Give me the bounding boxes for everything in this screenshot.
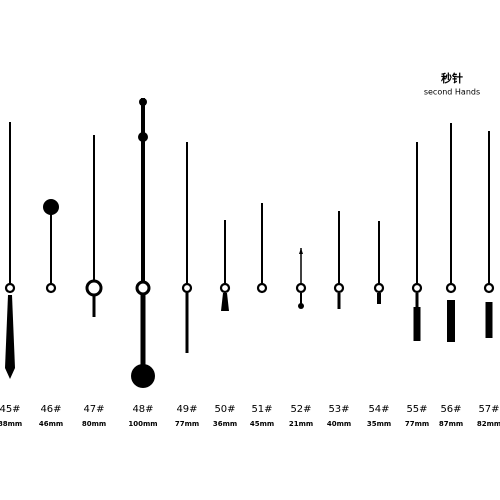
- hand-label: 45#: [0, 404, 21, 415]
- hand-pivot: [445, 282, 457, 294]
- hand-shaft: [261, 203, 263, 288]
- hand-size: 82mm: [477, 420, 500, 428]
- hand-tail: [5, 295, 15, 379]
- hand-label: 51#: [251, 404, 272, 415]
- hand-label: 57#: [478, 404, 499, 415]
- second-hand: [373, 221, 385, 304]
- hand-shaft: [300, 248, 302, 288]
- hand-tail: [140, 295, 146, 367]
- second-hand: [43, 199, 59, 294]
- second-hand: [4, 122, 16, 379]
- hand-size: 21mm: [289, 420, 313, 428]
- hand-tail: [413, 307, 421, 341]
- hand-tail: [377, 293, 381, 304]
- hand-shaft: [93, 135, 95, 288]
- hand-tail: [485, 302, 493, 338]
- hand-tail: [185, 292, 189, 353]
- second-hand: [333, 211, 345, 309]
- second-hand: [256, 203, 268, 294]
- hand-label: 52#: [290, 404, 311, 415]
- hand-shaft: [378, 221, 380, 288]
- hand-tail: [298, 303, 304, 309]
- hands: 45# 88mm 46# 46mm 47# 80mm 48# 100mm 49# 77mm 50# 3…: [0, 98, 500, 428]
- hand-size: 100mm: [128, 420, 157, 428]
- hand-label: 46#: [40, 404, 61, 415]
- hand-tail: [221, 293, 229, 311]
- hand-size: 77mm: [405, 420, 429, 428]
- hand-knob: [139, 98, 147, 106]
- second-hand: [411, 142, 423, 341]
- hand-label: 50#: [214, 404, 235, 415]
- hand-label: 54#: [368, 404, 389, 415]
- hand-size: 80mm: [82, 420, 106, 428]
- hand-pivot: [219, 282, 231, 294]
- hand-size: 40mm: [327, 420, 351, 428]
- second-hand: [295, 248, 307, 309]
- hand-shaft: [9, 122, 11, 288]
- hand-shaft: [186, 142, 188, 288]
- hand-size: 45mm: [250, 420, 274, 428]
- second-hand: [131, 98, 155, 388]
- hand-tail: [131, 364, 155, 388]
- hand-counterweight: [43, 199, 59, 215]
- hand-shaft: [141, 98, 145, 288]
- hand-pivot: [256, 282, 268, 294]
- second-hand: [445, 123, 457, 342]
- hand-tail: [415, 293, 419, 308]
- hand-shaft: [338, 211, 340, 288]
- hand-pivot: [295, 282, 307, 294]
- title: 秒针: [441, 71, 463, 85]
- hand-pivot: [45, 282, 57, 294]
- hand-label: 53#: [328, 404, 349, 415]
- hand-size: 77mm: [175, 420, 199, 428]
- hand-label: 48#: [132, 404, 153, 415]
- hand-shaft: [224, 220, 226, 288]
- hand-tip: [299, 248, 303, 254]
- hand-pivot: [4, 282, 16, 294]
- second-hand: [85, 135, 103, 317]
- hand-label: 47#: [83, 404, 104, 415]
- second-hand: [181, 142, 193, 353]
- hand-pivot: [333, 282, 345, 294]
- hand-label: 56#: [440, 404, 461, 415]
- hand-pivot: [483, 282, 495, 294]
- hand-tail: [300, 293, 302, 305]
- hand-shaft: [416, 142, 418, 288]
- second-hand: [483, 131, 495, 338]
- hand-size: 46mm: [39, 420, 63, 428]
- hand-size: 88mm: [0, 420, 22, 428]
- second-hand: [219, 220, 231, 311]
- hand-tail: [92, 295, 96, 317]
- hand-size: 36mm: [213, 420, 237, 428]
- hand-size: 35mm: [367, 420, 391, 428]
- hand-knob: [138, 132, 148, 142]
- hand-label: 49#: [176, 404, 197, 415]
- hand-pivot: [135, 280, 151, 296]
- hand-size: 87mm: [439, 420, 463, 428]
- hand-pivot: [373, 282, 385, 294]
- hand-pivot: [181, 282, 193, 294]
- hand-shaft: [450, 123, 452, 288]
- hand-shaft: [50, 207, 52, 288]
- hand-tail: [337, 293, 341, 309]
- subtitle: second Hands: [424, 88, 480, 97]
- hand-pivot: [411, 282, 423, 294]
- hand-tail: [447, 300, 455, 342]
- hand-shaft: [488, 131, 490, 288]
- hand-label: 55#: [406, 404, 427, 415]
- hand-pivot: [85, 279, 103, 297]
